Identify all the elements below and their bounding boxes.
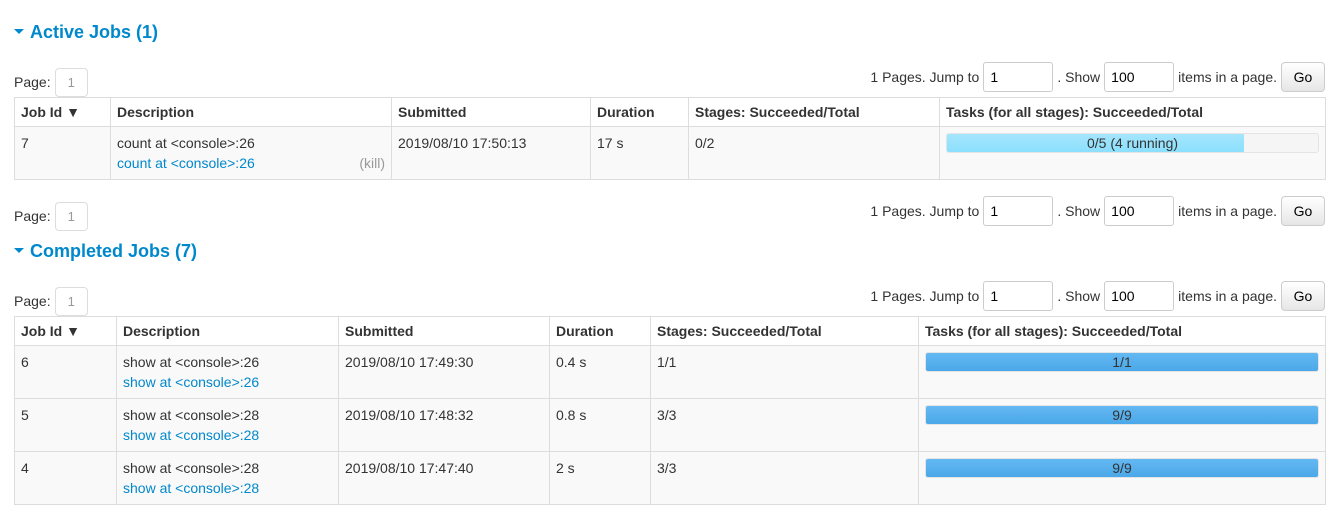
jump-to-input[interactable] xyxy=(983,281,1054,311)
items-text: items in a page. xyxy=(1178,203,1277,219)
items-text: items in a page. xyxy=(1178,69,1277,85)
job-description: show at <console>:28 xyxy=(123,460,260,476)
progress-fill xyxy=(926,353,1318,371)
submitted: 2019/08/10 17:49:30 xyxy=(338,345,550,399)
job-id: 4 xyxy=(14,451,117,505)
tasks-text: 9/9 xyxy=(1112,460,1132,476)
submitted: 2019/08/10 17:47:40 xyxy=(338,451,550,505)
pages-text: 1 Pages. Jump to xyxy=(870,69,980,85)
kill-link[interactable]: (kill) xyxy=(359,155,385,171)
job-id: 7 xyxy=(14,126,111,180)
column-header[interactable]: Stages: Succeeded/Total xyxy=(650,316,919,346)
tasks-progress-bar: 0/5 (4 running) xyxy=(946,133,1319,153)
job-id: 6 xyxy=(14,345,117,399)
show-text: . Show xyxy=(1057,69,1101,85)
collapse-arrow-icon xyxy=(14,28,24,34)
column-header[interactable]: Submitted xyxy=(338,316,550,346)
tasks-progress-bar: 9/9 xyxy=(925,405,1319,425)
progress-fill xyxy=(926,406,1318,424)
go-button[interactable]: Go xyxy=(1281,281,1325,311)
tasks-text: 9/9 xyxy=(1112,407,1132,423)
completed-jobs-title: Completed Jobs (7) xyxy=(30,241,198,261)
page-size-input[interactable] xyxy=(1104,281,1175,311)
collapse-arrow-icon xyxy=(14,247,24,253)
go-button[interactable]: Go xyxy=(1281,62,1325,92)
submitted: 2019/08/10 17:48:32 xyxy=(338,398,550,452)
job-description: show at <console>:28 xyxy=(123,407,260,423)
jump-to-input[interactable] xyxy=(983,196,1054,226)
tasks-cell: 0/5 (4 running) xyxy=(939,126,1326,180)
tasks-progress-bar: 9/9 xyxy=(925,458,1319,478)
duration: 0.8 s xyxy=(549,398,651,452)
show-text: . Show xyxy=(1057,288,1101,304)
column-header[interactable]: Stages: Succeeded/Total xyxy=(688,97,940,127)
completed-pager-top: Page:1 1 Pages. Jump to . Show items in … xyxy=(14,281,1325,316)
header-row: Job Id ▼ Description Submitted Duration Stag… xyxy=(14,97,1326,127)
duration: 0.4 s xyxy=(549,345,651,399)
pages-text: 1 Pages. Jump to xyxy=(870,203,980,219)
column-header[interactable]: Duration xyxy=(549,316,651,346)
column-header[interactable]: Tasks (for all stages): Succeeded/Total xyxy=(939,97,1326,127)
page-label: Page: xyxy=(14,293,51,309)
jump-to-input[interactable] xyxy=(983,62,1054,92)
table-row: 7 count at <console>:26 (kill) count at <c… xyxy=(14,126,1326,180)
page-size-input[interactable] xyxy=(1104,62,1175,92)
tasks-cell: 9/9 xyxy=(918,398,1326,452)
stages: 3/3 xyxy=(650,398,919,452)
tasks-cell: 9/9 xyxy=(918,451,1326,505)
job-description: show at <console>:26 xyxy=(123,354,260,370)
column-header[interactable]: Tasks (for all stages): Succeeded/Total xyxy=(918,316,1326,346)
description-cell: show at <console>:26 show at <console>:26 xyxy=(116,345,339,399)
items-text: items in a page. xyxy=(1178,288,1277,304)
page-label: Page: xyxy=(14,74,51,90)
job-link[interactable]: show at <console>:28 xyxy=(123,480,260,496)
completed-jobs-toggle[interactable]: Completed Jobs (7) xyxy=(14,241,197,262)
tasks-text: 1/1 xyxy=(1112,354,1132,370)
active-jobs-title: Active Jobs (1) xyxy=(30,22,159,42)
job-link[interactable]: show at <console>:28 xyxy=(123,427,260,443)
header-row: Job Id ▼ Description Submitted Duration Stag… xyxy=(14,316,1326,346)
show-text: . Show xyxy=(1057,203,1101,219)
job-link[interactable]: count at <console>:26 xyxy=(117,155,255,171)
job-id: 5 xyxy=(14,398,117,452)
description-cell: show at <console>:28 show at <console>:28 xyxy=(116,451,339,505)
page-label: Page: xyxy=(14,208,51,224)
active-jobs-toggle[interactable]: Active Jobs (1) xyxy=(14,22,158,43)
stages: 0/2 xyxy=(688,126,940,180)
submitted: 2019/08/10 17:50:13 xyxy=(391,126,591,180)
description-cell: count at <console>:26 (kill) count at <con… xyxy=(110,126,392,180)
tasks-progress-bar: 1/1 xyxy=(925,352,1319,372)
page-button[interactable]: 1 xyxy=(54,202,88,231)
active-jobs-table: Job Id ▼ Description Submitted Duration Stag… xyxy=(14,97,1326,180)
column-header[interactable]: Duration xyxy=(590,97,689,127)
tasks-cell: 1/1 xyxy=(918,345,1326,399)
progress-fill xyxy=(926,459,1318,477)
column-header[interactable]: Job Id ▼ xyxy=(14,97,111,127)
tasks-text: 0/5 (4 running) xyxy=(1086,135,1179,151)
job-link[interactable]: show at <console>:26 xyxy=(123,374,260,390)
table-row: 4 show at <console>:28 show at <console>:… xyxy=(14,451,1326,505)
column-header[interactable]: Description xyxy=(116,316,339,346)
page-button[interactable]: 1 xyxy=(54,68,88,97)
job-description: count at <console>:26 xyxy=(117,135,255,151)
page-button[interactable]: 1 xyxy=(54,287,88,316)
completed-jobs-table: Job Id ▼ Description Submitted Duration Stag… xyxy=(14,316,1326,505)
active-pager-top: Page:1 1 Pages. Jump to . Show items in … xyxy=(14,62,1325,97)
description-cell: show at <console>:28 show at <console>:28 xyxy=(116,398,339,452)
duration: 17 s xyxy=(590,126,689,180)
stages: 3/3 xyxy=(650,451,919,505)
column-header[interactable]: Job Id ▼ xyxy=(14,316,117,346)
progress-fill xyxy=(947,134,1244,152)
duration: 2 s xyxy=(549,451,651,505)
stages: 1/1 xyxy=(650,345,919,399)
table-row: 6 show at <console>:26 show at <console>:… xyxy=(14,345,1326,399)
column-header[interactable]: Submitted xyxy=(391,97,591,127)
page-size-input[interactable] xyxy=(1104,196,1175,226)
table-row: 5 show at <console>:28 show at <console>:… xyxy=(14,398,1326,452)
active-pager-bottom: Page:1 1 Pages. Jump to . Show items in … xyxy=(14,196,1325,231)
column-header[interactable]: Description xyxy=(110,97,392,127)
go-button[interactable]: Go xyxy=(1281,196,1325,226)
pages-text: 1 Pages. Jump to xyxy=(870,288,980,304)
